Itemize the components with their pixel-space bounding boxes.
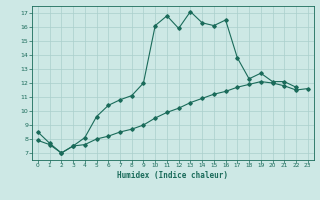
X-axis label: Humidex (Indice chaleur): Humidex (Indice chaleur) [117,171,228,180]
